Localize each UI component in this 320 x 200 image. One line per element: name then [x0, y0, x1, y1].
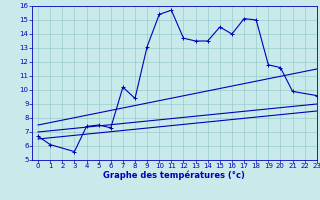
X-axis label: Graphe des températures (°c): Graphe des températures (°c): [103, 171, 245, 180]
